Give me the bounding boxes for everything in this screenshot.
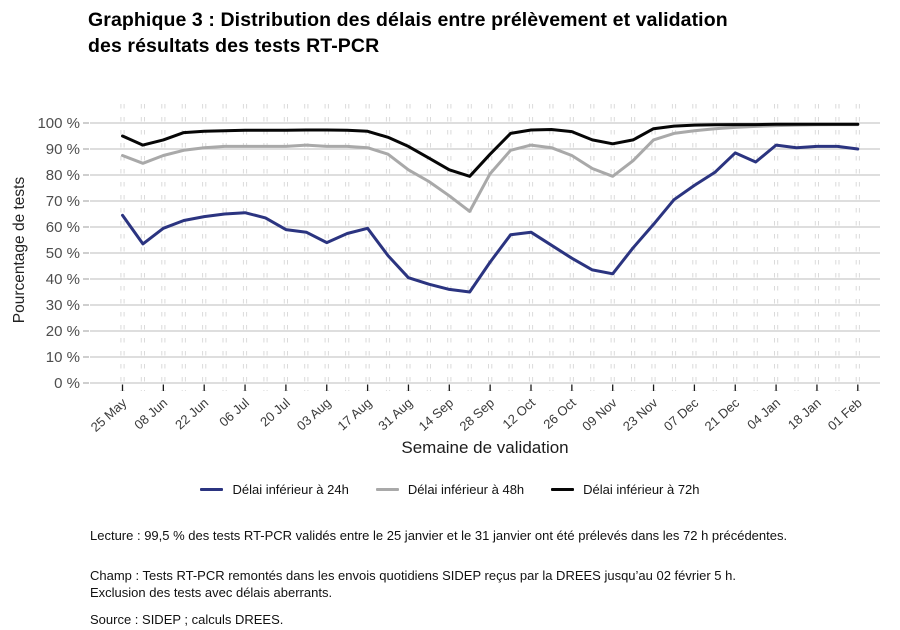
x-tick-label: 12 Oct [500, 395, 539, 432]
y-tick-label: 0 % [54, 375, 80, 392]
chart-title-line2: des résultats des tests RT-PCR [88, 34, 380, 57]
x-tick-label: 09 Nov [579, 395, 620, 434]
x-tick-label: 06 Jul [216, 395, 252, 429]
x-tick-label: 08 Jun [131, 395, 170, 432]
legend-label: Délai inférieur à 48h [407, 482, 525, 497]
legend-line-swatch [200, 488, 224, 491]
chart-title-line1: Graphique 3 : Distribution des délais en… [88, 9, 728, 31]
y-tick-label: 90 % [46, 141, 80, 158]
note-source: Source : SIDEP ; calculs DREES. [90, 612, 284, 627]
x-tick-label: 26 Oct [540, 395, 579, 432]
x-tick-label: 17 Aug [334, 395, 374, 433]
y-tick-label: 60 % [46, 219, 80, 236]
note-champ-line2: Exclusion des tests avec délais aberrant… [90, 585, 333, 600]
x-tick-label: 04 Jan [744, 395, 783, 432]
chart-legend: Délai inférieur à 24h Délai inférieur à 4… [0, 482, 900, 497]
x-tick-label: 20 Jul [257, 395, 293, 429]
x-tick-label: 03 Aug [294, 395, 334, 433]
series-line-24h [121, 143, 860, 294]
y-tick-label: 80 % [46, 167, 80, 184]
legend-label: Délai inférieur à 72h [583, 482, 700, 497]
chart-title: Graphique 3 : Distribution des délais en… [88, 8, 848, 59]
x-axis-title: Semaine de validation [401, 438, 569, 457]
y-tick-label: 10 % [46, 349, 80, 366]
note-lecture: Lecture : 99,5 % des tests RT-PCR validé… [90, 528, 788, 543]
y-tick-label: 30 % [46, 297, 80, 314]
y-tick-label: 70 % [46, 193, 80, 210]
chart-canvas: 0 % 10 % 20 % 30 % 40 % 50 % 60 % 70 % 80 % 90 % 1… [37, 104, 880, 435]
note-champ: Champ : Tests RT-PCR remontés dans les e… [90, 567, 736, 601]
series-line-48h [121, 123, 860, 213]
y-tick-label: 100 % [37, 115, 80, 132]
y-tick-label: 40 % [46, 271, 80, 288]
x-tick-label: 07 Dec [661, 395, 702, 434]
x-tick-label: 28 Sep [456, 395, 497, 434]
x-tick-label: 14 Sep [416, 395, 457, 434]
y-tick-label: 20 % [46, 323, 80, 340]
x-tick-label: 18 Jan [785, 395, 824, 432]
legend-item-48h: Délai inférieur à 48h [375, 482, 525, 497]
note-champ-line1: Champ : Tests RT-PCR remontés dans les e… [90, 568, 736, 583]
legend-item-72h: Délai inférieur à 72h [551, 482, 700, 497]
legend-item-24h: Délai inférieur à 24h [200, 482, 349, 497]
x-tick-label: 23 Nov [620, 395, 661, 434]
x-tick-label: 21 Dec [702, 395, 743, 434]
y-tick-label: 50 % [46, 245, 80, 262]
legend-label: Délai inférieur à 24h [232, 482, 349, 497]
x-tick-label: 31 Aug [375, 395, 415, 433]
x-tick-label: 22 Jun [172, 395, 211, 432]
x-tick-label: 25 May [88, 395, 130, 435]
series-line-72h [121, 122, 860, 178]
legend-line-swatch [375, 488, 399, 491]
x-tick-label: 01 Feb [825, 395, 865, 433]
legend-line-swatch [551, 488, 575, 491]
